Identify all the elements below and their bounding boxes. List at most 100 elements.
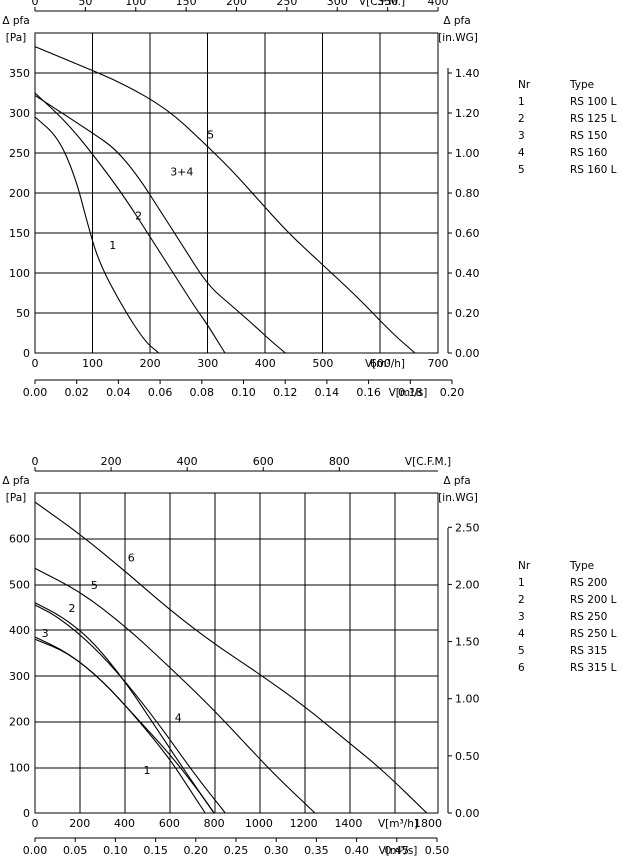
x-axis-top-cfm: 0 200 400 600 800 V[C.F.M.] — [32, 455, 451, 472]
x-bottom-tick-label: 600 — [370, 357, 391, 370]
x-top-tick-label: 50 — [78, 0, 92, 8]
y-right-axis-title: Δ pfa — [443, 15, 470, 27]
y-right-tick-label: 0.60 — [455, 227, 480, 240]
gridlines — [35, 493, 438, 813]
series-line-4 — [34, 604, 226, 814]
x-bottom-tick-label: 400 — [114, 817, 135, 830]
series-line-2 — [34, 602, 215, 814]
x-bottom-axis-title: V[m³/h] — [365, 358, 405, 370]
x-secondary-tick-label: 0.04 — [106, 386, 131, 399]
legend-row-type: RS 200 L — [570, 594, 617, 606]
y-right-tick-label: 1.00 — [455, 693, 480, 706]
x-top-tick-label: 200 — [101, 455, 122, 468]
x-bottom-axis-title: V[m³/h] — [378, 818, 418, 830]
y-left-tick-label: 0 — [23, 347, 30, 360]
curve-label-6: 6 — [128, 552, 135, 565]
legend-header-type: Type — [569, 560, 594, 572]
legend-row-type: RS 100 L — [570, 96, 617, 108]
legend-row-nr: 4 — [518, 147, 525, 159]
x-top-tick-label: 0 — [32, 0, 39, 8]
x-bottom-tick-label: 0 — [32, 817, 39, 830]
x-secondary-tick-label: 0.16 — [356, 386, 381, 399]
x-bottom-tick-label: 800 — [204, 817, 225, 830]
legend-row-nr: 5 — [518, 164, 525, 176]
y-right-tick-label: 0.50 — [455, 750, 480, 763]
x-axis-bottom-m3s: 0.00 0.02 0.04 0.06 0.08 0.10 0.12 0.14 0.16 0.18… — [23, 379, 464, 399]
x-secondary-tick-label: 0.10 — [231, 386, 256, 399]
x-top-tick-label: 0 — [32, 455, 39, 468]
legend-row-nr: 2 — [518, 113, 525, 125]
x-secondary-tick-label: 0.00 — [23, 844, 48, 857]
legend-row-nr: 3 — [518, 611, 525, 623]
y-left-tick-label: 150 — [9, 227, 30, 240]
y-right-tick-label: 0.00 — [455, 347, 480, 360]
curve-label-4: 4 — [175, 712, 182, 725]
x-bottom-tick-label: 500 — [312, 357, 333, 370]
x-bottom-tick-label: 0 — [32, 357, 39, 370]
curve-label-2: 2 — [68, 602, 75, 615]
x-top-tick-label: 350 — [377, 0, 398, 8]
y-left-tick-label: 100 — [9, 267, 30, 280]
legend-row-type: RS 315 L — [570, 662, 617, 674]
y-right-axis-unit: [in.WG] — [438, 32, 478, 44]
x-secondary-axis-title: V[m³/s] — [389, 387, 428, 399]
legend-row-type: RS 250 L — [570, 628, 617, 640]
y-right-tick-label: 1.40 — [455, 67, 480, 80]
y-left-tick-label: 400 — [9, 624, 30, 637]
curve-labels: 1 2 3+4 5 — [109, 129, 214, 252]
x-secondary-tick-label: 0.08 — [190, 386, 215, 399]
legend-row-nr: 4 — [518, 628, 525, 640]
x-secondary-tick-label: 0.10 — [103, 844, 128, 857]
y-right-tick-label: 1.20 — [455, 107, 480, 120]
x-top-tick-label: 300 — [327, 0, 348, 8]
series-line-3-4 — [34, 94, 286, 354]
legend-header-nr: Nr — [518, 560, 531, 572]
legend-row-type: RS 125 L — [570, 113, 617, 125]
legend-row-type: RS 160 L — [570, 164, 617, 176]
y-right-tick-label: 1.00 — [455, 147, 480, 160]
x-bottom-tick-label: 1800 — [414, 817, 442, 830]
y-left-tick-label: 300 — [9, 670, 30, 683]
curve-labels: 1 2 3 4 5 6 — [42, 552, 182, 778]
x-top-tick-label: 800 — [329, 455, 350, 468]
x-secondary-tick-label: 0.15 — [143, 844, 168, 857]
series-line-6 — [34, 501, 428, 814]
x-axis-bottom-m3s: 0.00 0.05 0.10 0.15 0.20 0.25 0.30 0.35 0.40 0.45… — [23, 837, 450, 857]
y-right-tick-label: 0.80 — [455, 187, 480, 200]
x-secondary-tick-label: 0.35 — [304, 844, 329, 857]
curve-label-1: 1 — [109, 239, 116, 252]
x-bottom-tick-label: 600 — [159, 817, 180, 830]
x-secondary-tick-label: 0.20 — [184, 844, 209, 857]
x-axis-bottom-m3h: 0 100 200 300 400 500 600 700 V[m³/h] — [32, 357, 449, 370]
y-right-tick-label: 2.50 — [455, 521, 480, 534]
x-secondary-tick-label: 0.50 — [425, 844, 450, 857]
x-top-tick-label: 600 — [253, 455, 274, 468]
y-right-tick-label: 0.40 — [455, 267, 480, 280]
x-secondary-tick-label: 0.06 — [148, 386, 173, 399]
x-top-axis-title: V[C.F.M.] — [359, 0, 405, 8]
series-line-3 — [34, 636, 215, 814]
legend-row-nr: 6 — [518, 662, 525, 674]
legend-row-type: RS 150 — [570, 130, 607, 142]
series-line-5 — [34, 46, 416, 354]
chart-2: 0 200 400 600 800 V[C.F.M.]0 200 400 600 800 1000 1… — [2, 455, 616, 857]
legend-row-nr: 3 — [518, 130, 525, 142]
y-axis-left-pa: 0 50 100 150 200 250 300 350 Δ pfa [Pa] — [2, 15, 30, 360]
x-bottom-tick-label: 1000 — [245, 817, 273, 830]
legend-row-nr: 5 — [518, 645, 525, 657]
y-left-tick-label: 600 — [9, 533, 30, 546]
y-right-axis-title: Δ pfa — [443, 475, 470, 487]
series-curves — [34, 501, 428, 814]
x-bottom-tick-label: 700 — [428, 357, 449, 370]
legend-row-nr: 1 — [518, 577, 525, 589]
y-left-axis-title: Δ pfa — [2, 475, 29, 487]
series-line-1 — [34, 116, 160, 354]
y-axis-right-inwg: 0.00 0.20 0.40 0.60 0.80 1.00 1.20 1.40 Δ pfa [in… — [438, 15, 479, 360]
series-curves — [34, 46, 416, 354]
x-secondary-tick-label: 0.02 — [64, 386, 89, 399]
y-axis-left-pa: 0 100 200 300 400 500 600 Δ pfa [Pa] — [2, 475, 30, 820]
x-secondary-tick-label: 0.05 — [63, 844, 88, 857]
plot-frame — [34, 492, 439, 814]
